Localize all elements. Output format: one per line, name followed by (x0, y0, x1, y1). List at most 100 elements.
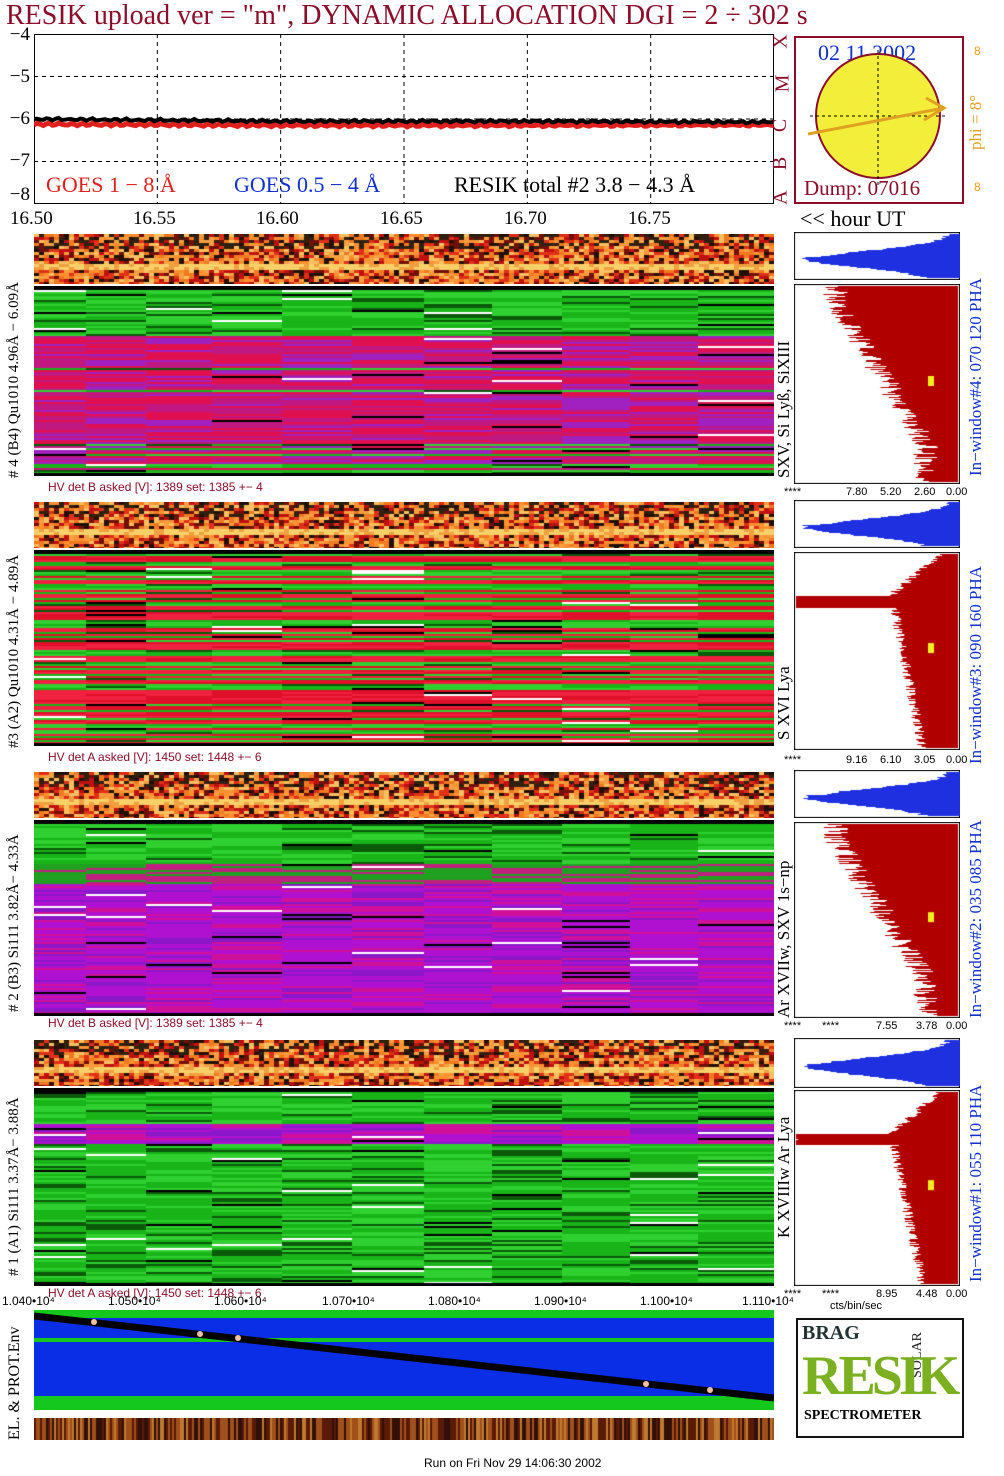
pha-tick: **** (822, 1288, 840, 1300)
flare-class-a: A (769, 190, 792, 205)
channel-label-4: # 4 (B4) Qu1010 4.96Å − 6.09Å (6, 282, 22, 478)
eight-mark-bottom: 8 (974, 180, 981, 194)
time-tick: 16.50 (10, 208, 53, 229)
orbit-tick: 1.060•10⁴ (214, 1294, 267, 1308)
pha-tick: 2.60 (914, 486, 936, 498)
flare-class-scale: X M C B A (769, 30, 794, 208)
spectrogram-top-4 (34, 234, 774, 284)
pha-tick: 7.55 (876, 1020, 898, 1032)
hv-label-1: HV det A asked [V]: 1450 set: 1448 +− 6 (48, 1286, 262, 1300)
window-label-4: In−window#4: 070 120 PHA (966, 277, 985, 476)
pha-tick: 0.00 (946, 754, 968, 766)
orbit-tick: 1.090•10⁴ (534, 1294, 587, 1308)
sun-disk-icon (807, 50, 947, 188)
pha-main-2 (794, 822, 960, 1018)
channel-label-2: # 2 (B3) Si111 3.82Å− 4.33Å (6, 834, 22, 1012)
sun-position-box: 02 11 2002 Dump: 07016 (794, 36, 964, 204)
time-tick: 16.55 (133, 208, 176, 229)
legend-resik-total: RESIK total #2 3.8 − 4.3 Å (454, 172, 695, 197)
pha-tick: **** (784, 1020, 802, 1032)
pha-tick: 3.05 (914, 754, 936, 766)
spectrogram-main-2 (34, 820, 774, 1016)
hv-label-4: HV det B asked [V]: 1389 set: 1385 +− 4 (48, 480, 263, 494)
orbit-ylabel: EL. & PROT.Env (6, 1326, 23, 1440)
pha-tick: 0.00 (946, 1020, 968, 1032)
flare-class-m: M (771, 74, 794, 93)
pha-tick: 3.78 (916, 1020, 938, 1032)
time-tick: 16.70 (504, 208, 547, 229)
orbit-tick: 1.070•10⁴ (322, 1294, 375, 1308)
flare-class-x: X (769, 34, 792, 49)
spectrogram-main-1 (34, 1088, 774, 1286)
channel-label-3: #3 (A2) Qu1010 4.31Å − 4.89Å (6, 554, 22, 748)
pha-tick: 8.95 (876, 1288, 898, 1300)
phi-label: phi = 8° (966, 94, 985, 150)
pha-top-1 (794, 1038, 960, 1088)
pha-tick: 0.00 (946, 486, 968, 498)
ytick-label: −4 (9, 24, 30, 45)
pha-main-4 (794, 284, 960, 484)
goes-flux-panel (33, 34, 775, 204)
lines-label-1: K XVIIIw Ar Lya (774, 1116, 793, 1238)
lines-label-4: SXV, Si Lyß, SiXIII (774, 340, 793, 478)
hv-label-3: HV det A asked [V]: 1450 set: 1448 +− 6 (48, 750, 262, 764)
env-color-bar (34, 1418, 774, 1440)
flare-class-b: B (769, 156, 792, 171)
run-timestamp: Run on Fri Nov 29 14:06:30 2002 (424, 1456, 602, 1470)
window-label-3: In−window#3: 090 160 PHA (966, 565, 985, 764)
pha-tick: **** (784, 486, 802, 498)
lines-label-3: S XVI Lya (774, 666, 793, 740)
orbit-tick: 1.080•10⁴ (428, 1294, 481, 1308)
legend-goes-1-8: GOES 1 − 8 Å (46, 172, 176, 197)
pha-top-3 (794, 500, 960, 548)
orbit-tick: 1.040•10⁴ (2, 1294, 55, 1308)
dump-label: Dump: 07016 (804, 176, 921, 200)
channel-label-1: # 1 (A1) Si111 3.37Å− 3.88Å (6, 1097, 22, 1276)
orbit-env-panel (34, 1310, 774, 1410)
spectrogram-top-1 (34, 1040, 774, 1086)
ytick-label: −7 (9, 150, 30, 171)
spectrogram-top-2 (34, 772, 774, 818)
pha-main-1 (794, 1090, 960, 1286)
pha-tick: 0.00 (946, 1288, 968, 1300)
pha-tick: 6.10 (880, 754, 902, 766)
orbit-tick: 1.050•10⁴ (108, 1294, 161, 1308)
spectrogram-main-3 (34, 550, 774, 746)
orbit-tick: 1.110•10⁴ (742, 1294, 794, 1308)
legend-goes-05-4: GOES 0.5 − 4 Å (234, 172, 381, 197)
window-label-1: In−window#1: 055 110 PHA (966, 1084, 985, 1282)
pha-tick: 4.48 (916, 1288, 938, 1300)
ytick-label: −5 (9, 66, 30, 87)
page-title: RESIK upload ver = "m", DYNAMIC ALLOCATI… (6, 0, 808, 31)
pha-top-2 (794, 770, 960, 818)
pha-tick: 5.20 (880, 486, 902, 498)
orbit-tick: 1.100•10⁴ (640, 1294, 693, 1308)
flare-class-c: C (769, 118, 792, 133)
window-label-2: In−window#2: 035 085 PHA (966, 819, 985, 1018)
hour-ut-label: << hour UT (800, 206, 906, 231)
time-tick: 16.60 (256, 208, 299, 229)
pha-xlabel: cts/bin/sec (830, 1300, 882, 1312)
time-tick: 16.65 (380, 208, 423, 229)
pha-tick: 9.16 (846, 754, 868, 766)
pha-tick: 7.80 (846, 486, 868, 498)
resik-logo: BRAG SOLAR RESIK SPECTROMETER (796, 1318, 964, 1438)
lines-label-2: Ar XVIIw, SXV 1s−np (774, 860, 793, 1018)
ytick-label: −6 (9, 108, 30, 129)
spectrogram-top-3 (34, 502, 774, 548)
pha-tick: **** (822, 1020, 840, 1032)
logo-spectrometer: SPECTROMETER (804, 1408, 922, 1423)
goes-flux-chart (33, 34, 775, 204)
pha-main-3 (794, 552, 960, 750)
time-tick: 16.75 (628, 208, 671, 229)
spectrogram-main-4 (34, 286, 774, 476)
series-line (33, 115, 775, 126)
pha-tick: **** (784, 1288, 802, 1300)
logo-resik: RESIK (802, 1345, 960, 1407)
eight-mark-top: 8 (974, 44, 981, 58)
hv-label-2: HV det B asked [V]: 1389 set: 1385 +− 4 (48, 1016, 263, 1030)
pha-tick: **** (784, 754, 802, 766)
pha-top-4 (794, 232, 960, 280)
series-line (33, 120, 775, 130)
ytick-label: −8 (9, 184, 30, 205)
